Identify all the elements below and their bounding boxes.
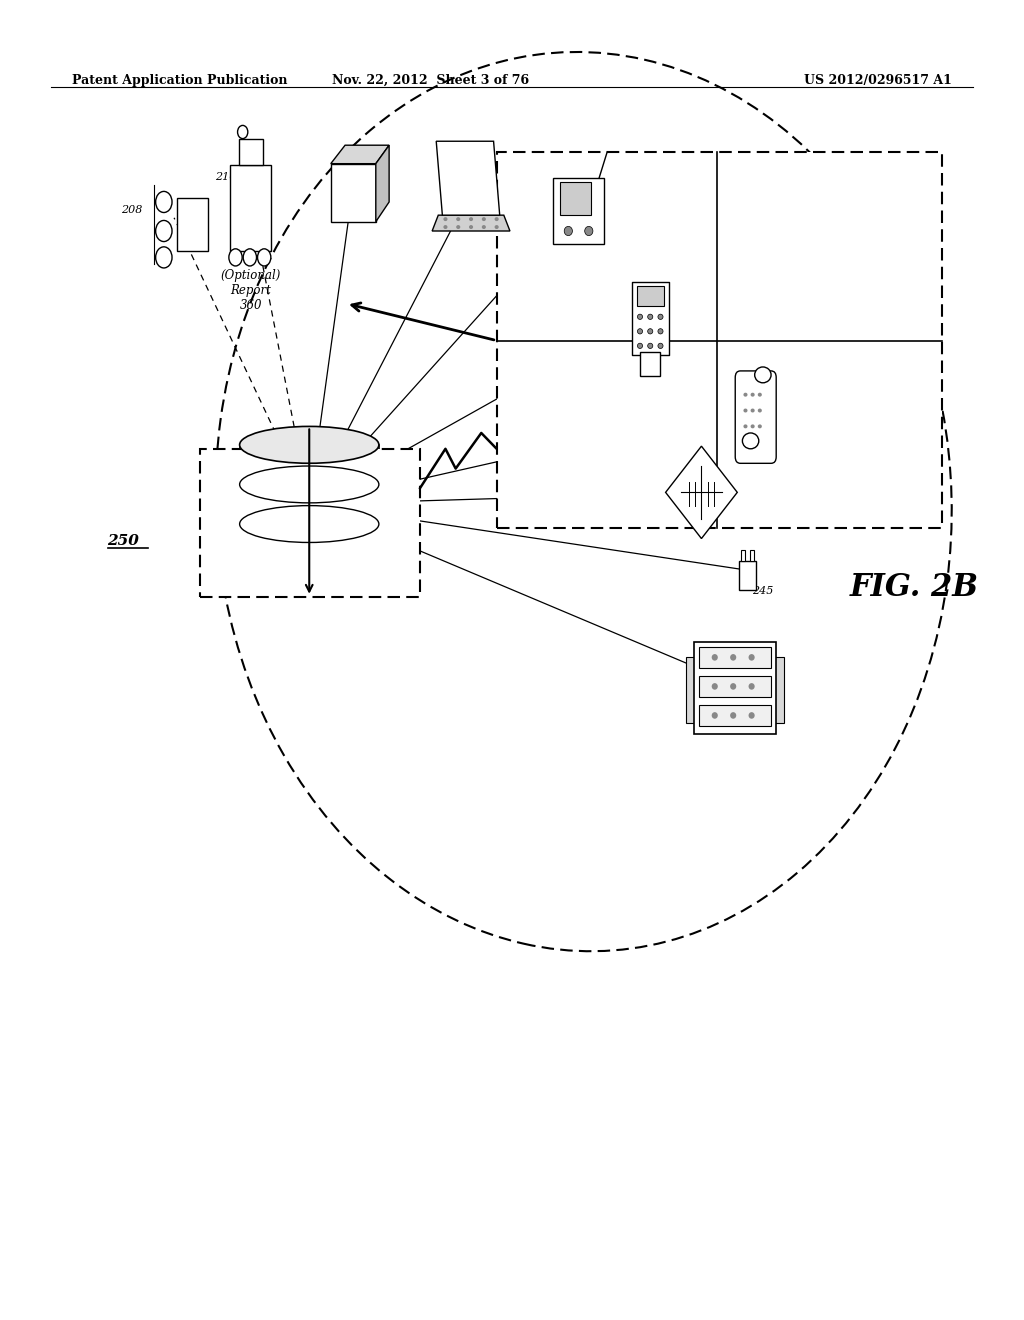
Bar: [497, 152, 942, 528]
Ellipse shape: [244, 249, 256, 267]
Text: 240: 240: [705, 517, 726, 528]
Bar: [331, 164, 376, 222]
Text: (Optional)
Asset
Information
Report
Generator
350: (Optional) Asset Information Report Gene…: [280, 492, 339, 553]
Ellipse shape: [758, 393, 762, 397]
Ellipse shape: [758, 425, 762, 429]
Bar: [699, 676, 771, 697]
Ellipse shape: [443, 218, 447, 222]
Polygon shape: [376, 145, 389, 222]
Bar: [637, 286, 664, 306]
Bar: [200, 449, 420, 597]
Text: Reporting
Source
Grouper
357: Reporting Source Grouper 357: [805, 227, 850, 267]
Text: 210: 210: [215, 172, 237, 182]
Ellipse shape: [730, 713, 736, 718]
Text: 205: 205: [223, 449, 246, 462]
Bar: [553, 178, 604, 244]
Ellipse shape: [156, 191, 172, 213]
Ellipse shape: [495, 224, 499, 230]
Ellipse shape: [743, 425, 748, 429]
Text: FIG. 2B: FIG. 2B: [850, 572, 979, 603]
Text: US 2012/0296517 A1: US 2012/0296517 A1: [805, 74, 952, 87]
Bar: [774, 657, 784, 723]
Ellipse shape: [712, 713, 718, 718]
Ellipse shape: [228, 249, 242, 267]
Bar: [694, 642, 776, 734]
Ellipse shape: [457, 218, 461, 222]
Ellipse shape: [482, 224, 486, 230]
Polygon shape: [432, 215, 510, 231]
Ellipse shape: [743, 409, 748, 413]
Ellipse shape: [648, 343, 653, 348]
Ellipse shape: [637, 329, 643, 334]
Ellipse shape: [712, 684, 718, 689]
Ellipse shape: [156, 247, 172, 268]
Polygon shape: [436, 141, 500, 215]
Ellipse shape: [240, 426, 379, 463]
Bar: [699, 705, 771, 726]
Ellipse shape: [742, 433, 759, 449]
Ellipse shape: [743, 393, 748, 397]
Ellipse shape: [482, 218, 486, 222]
Bar: [230, 165, 271, 251]
Ellipse shape: [658, 343, 664, 348]
Ellipse shape: [755, 367, 771, 383]
Ellipse shape: [730, 655, 736, 660]
Bar: [750, 550, 754, 561]
Ellipse shape: [658, 329, 664, 334]
Ellipse shape: [564, 227, 572, 235]
Ellipse shape: [749, 655, 755, 660]
Ellipse shape: [758, 409, 762, 413]
Text: 245: 245: [752, 586, 773, 597]
Polygon shape: [331, 145, 389, 164]
Bar: [560, 182, 591, 215]
Text: 208: 208: [121, 205, 142, 215]
Bar: [699, 647, 771, 668]
Ellipse shape: [443, 224, 447, 230]
Ellipse shape: [240, 545, 379, 582]
Text: 247: 247: [743, 700, 765, 710]
Ellipse shape: [712, 655, 718, 660]
Ellipse shape: [637, 343, 643, 348]
Ellipse shape: [749, 684, 755, 689]
Ellipse shape: [751, 409, 755, 413]
Ellipse shape: [495, 218, 499, 222]
Bar: [239, 139, 263, 165]
Bar: [177, 198, 208, 251]
Ellipse shape: [469, 218, 473, 222]
Bar: [632, 282, 669, 355]
Ellipse shape: [457, 224, 461, 230]
Text: 235: 235: [758, 417, 779, 428]
Ellipse shape: [238, 125, 248, 139]
Bar: [741, 550, 745, 561]
Ellipse shape: [648, 314, 653, 319]
Ellipse shape: [648, 329, 653, 334]
Bar: [686, 657, 696, 723]
Text: 230: 230: [655, 325, 677, 335]
Bar: [739, 561, 756, 590]
Text: (Optional)
Report
360: (Optional) Report 360: [221, 269, 281, 312]
Polygon shape: [666, 446, 737, 539]
Text: 250: 250: [108, 535, 139, 548]
Text: Automatic
Asset
Assigning
Module
355: Automatic Asset Assigning Module 355: [582, 222, 629, 272]
Text: Asset
Grouper
358: Asset Grouper 358: [808, 420, 847, 449]
Text: Automatic
Reporting
Source
Assigning
Module
356: Automatic Reporting Source Assigning Mod…: [582, 404, 629, 465]
Bar: [240, 445, 379, 564]
Ellipse shape: [751, 393, 755, 397]
Ellipse shape: [469, 224, 473, 230]
Ellipse shape: [585, 227, 593, 235]
Text: 225: 225: [573, 176, 595, 186]
Ellipse shape: [258, 249, 270, 267]
Text: Patent Application Publication: Patent Application Publication: [72, 74, 287, 87]
Ellipse shape: [730, 684, 736, 689]
Ellipse shape: [156, 220, 172, 242]
Ellipse shape: [658, 314, 664, 319]
Text: Nov. 22, 2012  Sheet 3 of 76: Nov. 22, 2012 Sheet 3 of 76: [332, 74, 528, 87]
Text: 220: 220: [466, 162, 487, 173]
FancyBboxPatch shape: [735, 371, 776, 463]
Ellipse shape: [749, 713, 755, 718]
Ellipse shape: [637, 314, 643, 319]
Text: 215: 215: [348, 156, 370, 166]
Ellipse shape: [751, 425, 755, 429]
Bar: [640, 352, 660, 376]
